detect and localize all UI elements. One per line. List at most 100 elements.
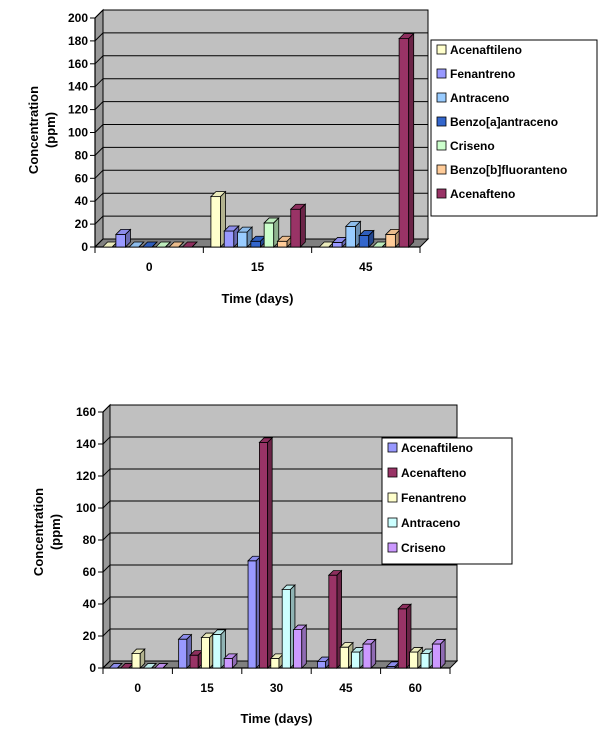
chart-2-bar	[258, 436, 274, 669]
chart-1-bar	[398, 32, 415, 248]
chart-2-legend-label: Acenafteno	[401, 466, 466, 480]
chart-1-bar	[181, 241, 198, 248]
chart-2-bar	[108, 663, 123, 669]
chart-1-gridline	[94, 215, 428, 225]
chart-2-bar	[327, 569, 343, 669]
chart-2-ytick-label: 160	[76, 405, 96, 419]
chart-2-legend-swatch	[387, 467, 398, 478]
chart-2-legend-item: Criseno	[387, 541, 446, 555]
chart-1-legend-label: Benzo[a]antraceno	[450, 115, 558, 129]
chart-2-bar	[350, 646, 366, 669]
chart-1-gridline	[94, 32, 428, 42]
chart-1-legend-swatch	[436, 140, 447, 151]
chart-2-xtick-label: 0	[134, 681, 141, 695]
chart-1-legend-label: Benzo[b]fluoranteno	[450, 163, 567, 177]
chart-1-ytick-label: 80	[75, 148, 89, 162]
chart-1-ytick-label: 20	[75, 217, 89, 231]
chart-1-ytick-label: 0	[81, 240, 88, 254]
chart-2-legend: Acenaftileno Acenafteno Fenantreno Antracen…	[381, 437, 513, 565]
chart-1-legend-item: Acenaftileno	[436, 43, 522, 57]
chart-1-legend-swatch	[436, 68, 447, 79]
chart-2-legend-swatch	[387, 517, 398, 528]
chart-2-bar	[131, 648, 146, 669]
chart-2-bar	[420, 648, 435, 669]
chart-1-y-axis-title: Concentration (ppm)	[26, 86, 58, 174]
chart-1-gridline	[94, 78, 428, 88]
chart-2-ytick-label: 120	[76, 469, 96, 483]
chart-1-bar	[236, 226, 254, 248]
chart-1-x-axis-title: Time (days)	[221, 291, 293, 306]
chart-2-legend-item: Acenafteno	[387, 466, 466, 480]
chart-1-legend-item: Fenantreno	[436, 67, 515, 81]
chart-2-xtick-label: 30	[270, 681, 284, 695]
chart-1-legend-swatch	[436, 164, 447, 175]
chart-1-legend-item: Antraceno	[436, 91, 509, 105]
chart-1-ytick-label: 60	[75, 171, 89, 185]
chart-1-legend-label: Antraceno	[450, 91, 509, 105]
chart-2-gridline	[102, 468, 457, 477]
chart-2-bar	[223, 652, 238, 669]
chart-2-legend-label: Fenantreno	[401, 491, 466, 505]
chart-1-legend-swatch	[436, 116, 447, 127]
chart-2: 0 20 40 60 80 100 120 140 160 0 15 30 45 60 Time (days…	[31, 403, 513, 726]
chart-2-x-axis-title: Time (days)	[240, 711, 312, 726]
chart-1-bar	[344, 220, 362, 248]
chart-2-bar	[397, 603, 412, 669]
chart-1-gridline	[94, 9, 428, 19]
chart-2-ytick-label: 0	[89, 661, 96, 675]
chart-1-legend-label: Criseno	[450, 139, 495, 153]
chart-2-legend-label: Criseno	[401, 541, 446, 555]
chart-1-bar	[154, 241, 172, 248]
chart-1: 0 20 40 60 80 100 120 140 160 180 200 0 15 45 Time (da…	[26, 8, 598, 306]
chart-1-legend-item: Benzo[b]fluoranteno	[436, 163, 567, 177]
chart-2-gridline	[102, 564, 457, 573]
chart-1-legend-item: Criseno	[436, 139, 495, 153]
chart-1-bar	[128, 241, 145, 248]
chart-2-bar	[177, 633, 193, 669]
chart-1-gridline	[94, 192, 428, 202]
chart-2-bar	[408, 646, 424, 669]
chart-1-ytick-label: 120	[68, 103, 88, 117]
chart-2-bar	[247, 555, 262, 669]
chart-1-ytick-label: 140	[68, 80, 88, 94]
chart-1-ytick-label: 100	[68, 126, 88, 140]
chart-2-legend-swatch	[387, 542, 398, 553]
chart-1-bar	[114, 228, 132, 248]
chart-2-legend-swatch	[387, 442, 398, 453]
chart-1-bar	[168, 241, 185, 248]
chart-2-legend-label: Acenaftileno	[401, 441, 473, 455]
chart-1-legend-swatch	[436, 92, 447, 103]
chart-2-bar	[189, 649, 204, 669]
chart-2-bar	[362, 638, 377, 669]
chart-2-xtick-label: 45	[339, 681, 353, 695]
chart-1-xtick-label: 15	[251, 260, 265, 274]
chart-2-legend-item: Antraceno	[387, 516, 460, 530]
chart-1-bar	[384, 228, 402, 248]
chart-2-xtick-label: 60	[409, 681, 423, 695]
chart-2-bar	[292, 624, 308, 669]
chart-1-legend-label: Acenaftileno	[450, 43, 522, 57]
chart-2-ytick-label: 20	[83, 629, 97, 643]
chart-2-legend-item: Acenaftileno	[387, 441, 473, 455]
chart-1-xtick-label: 45	[359, 260, 373, 274]
chart-1-xtick-label: 0	[146, 260, 153, 274]
chart-1-ytick-label: 160	[68, 57, 88, 71]
chart-2-gridline	[102, 404, 457, 413]
chart-2-bar	[211, 628, 227, 669]
chart-2-bar	[142, 663, 158, 669]
chart-2-xtick-label: 15	[200, 681, 214, 695]
chart-1-legend-label: Acenafteno	[450, 187, 515, 201]
chart-2-bar	[339, 641, 354, 669]
chart-2-ytick-label: 100	[76, 501, 96, 515]
chart-2-legend-label: Antraceno	[401, 516, 460, 530]
chart-1-gridline	[94, 238, 428, 248]
chart-1-bar	[141, 241, 159, 248]
chart-1-legend-swatch	[436, 44, 447, 55]
chart-1-bar	[209, 190, 227, 248]
chart-1-bar	[358, 229, 375, 248]
chart-2-ytick-label: 140	[76, 437, 96, 451]
chart-1-legend-item: Benzo[a]antraceno	[436, 115, 558, 129]
chart-1-legend-swatch	[436, 188, 447, 199]
chart-1-bar	[263, 216, 280, 248]
chart-1-legend-label: Fenantreno	[450, 67, 515, 81]
